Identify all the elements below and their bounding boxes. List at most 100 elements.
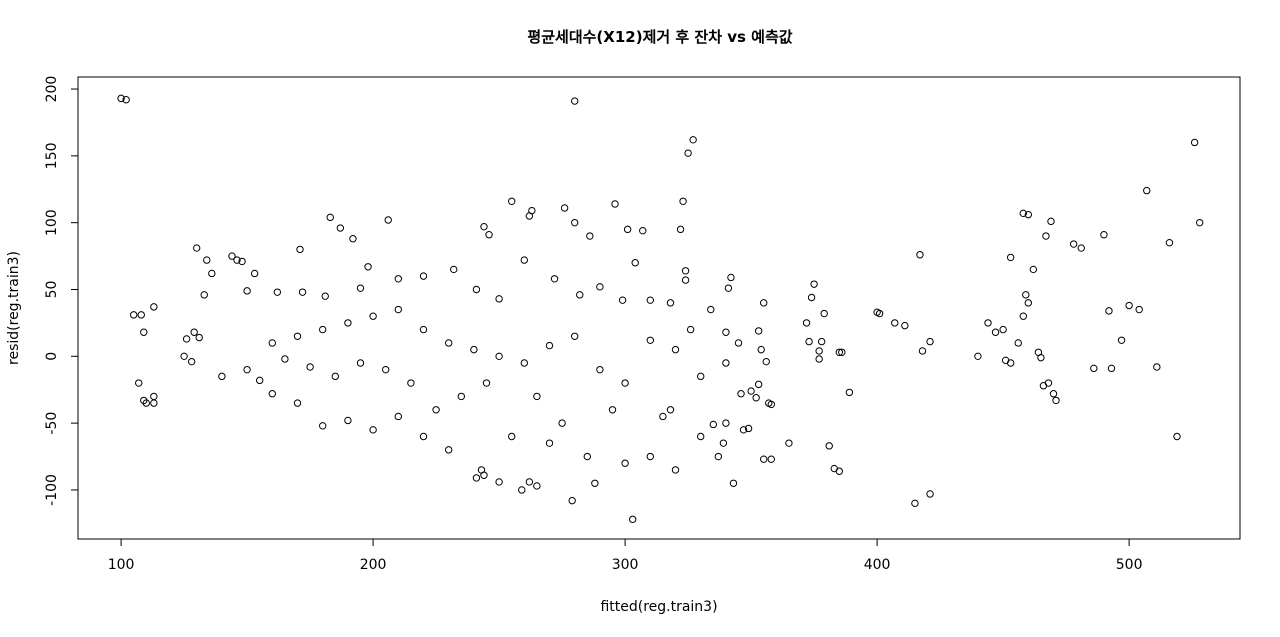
point xyxy=(369,426,377,434)
point xyxy=(298,288,307,296)
x-tick-label: 200 xyxy=(360,557,387,573)
point xyxy=(394,275,402,283)
point xyxy=(596,365,604,374)
point xyxy=(356,359,365,367)
point xyxy=(999,325,1007,334)
point xyxy=(825,442,833,450)
point xyxy=(364,263,372,271)
x-axis-label: fitted(reg.train3) xyxy=(600,599,717,615)
point xyxy=(596,283,604,291)
point xyxy=(318,325,327,334)
point xyxy=(1014,339,1022,347)
point xyxy=(926,337,934,346)
point xyxy=(618,296,627,304)
point xyxy=(762,357,770,366)
point xyxy=(571,218,579,227)
point xyxy=(485,230,493,239)
point xyxy=(722,359,730,367)
point xyxy=(135,379,143,387)
point xyxy=(621,379,629,387)
point xyxy=(754,327,763,335)
point xyxy=(697,432,705,441)
point xyxy=(1029,265,1038,274)
point xyxy=(719,439,728,447)
point xyxy=(1044,379,1053,387)
point xyxy=(122,96,130,104)
point xyxy=(208,269,216,278)
point xyxy=(1024,299,1033,307)
point xyxy=(891,319,899,327)
point xyxy=(150,303,158,311)
point xyxy=(1022,291,1030,299)
point xyxy=(218,372,226,381)
point xyxy=(520,359,529,367)
point xyxy=(646,336,655,344)
point xyxy=(140,328,148,336)
point xyxy=(1153,363,1161,371)
point xyxy=(807,293,816,302)
point xyxy=(533,392,541,401)
point xyxy=(520,256,529,264)
x-tick-label: 300 xyxy=(612,557,639,573)
point xyxy=(477,466,486,474)
point xyxy=(679,197,687,205)
point xyxy=(714,452,723,461)
point xyxy=(293,399,302,407)
point xyxy=(321,292,329,300)
point xyxy=(681,276,690,284)
point xyxy=(550,275,559,283)
point xyxy=(1024,210,1033,219)
point xyxy=(707,305,715,314)
point xyxy=(445,339,453,347)
y-axis-label: resid(reg.train3) xyxy=(6,251,22,365)
point xyxy=(835,348,844,357)
point xyxy=(394,305,402,314)
plot-frame xyxy=(77,76,1241,540)
point xyxy=(560,204,569,212)
point xyxy=(724,284,733,292)
point xyxy=(591,479,599,487)
point xyxy=(689,136,697,144)
point xyxy=(722,419,730,427)
point xyxy=(810,280,818,288)
point xyxy=(639,226,647,235)
point xyxy=(817,337,826,346)
point xyxy=(182,335,191,343)
point xyxy=(845,388,854,397)
point xyxy=(533,482,541,490)
point xyxy=(1052,396,1060,405)
point xyxy=(243,287,251,295)
point xyxy=(200,291,208,299)
point xyxy=(760,299,768,307)
point xyxy=(659,412,667,421)
point xyxy=(336,224,345,232)
point xyxy=(744,424,753,433)
point xyxy=(918,347,927,355)
point xyxy=(727,273,735,282)
point xyxy=(419,325,428,334)
point xyxy=(767,455,775,463)
point xyxy=(293,332,302,340)
point xyxy=(331,372,339,381)
point xyxy=(1069,240,1078,248)
point xyxy=(576,291,584,299)
point xyxy=(815,347,823,355)
point xyxy=(472,285,481,294)
point xyxy=(805,337,813,346)
point xyxy=(318,422,327,430)
point xyxy=(681,267,690,275)
point xyxy=(911,499,919,508)
point xyxy=(571,332,579,340)
point xyxy=(1107,364,1116,373)
y-tick-label: -50 xyxy=(44,412,60,435)
point xyxy=(722,328,730,336)
point xyxy=(195,333,203,342)
point xyxy=(137,311,145,319)
point xyxy=(243,365,251,374)
point xyxy=(838,348,846,357)
point xyxy=(1019,312,1027,320)
point xyxy=(142,399,150,407)
point xyxy=(984,319,992,327)
y-tick-label: -100 xyxy=(44,474,60,506)
point xyxy=(628,515,637,524)
